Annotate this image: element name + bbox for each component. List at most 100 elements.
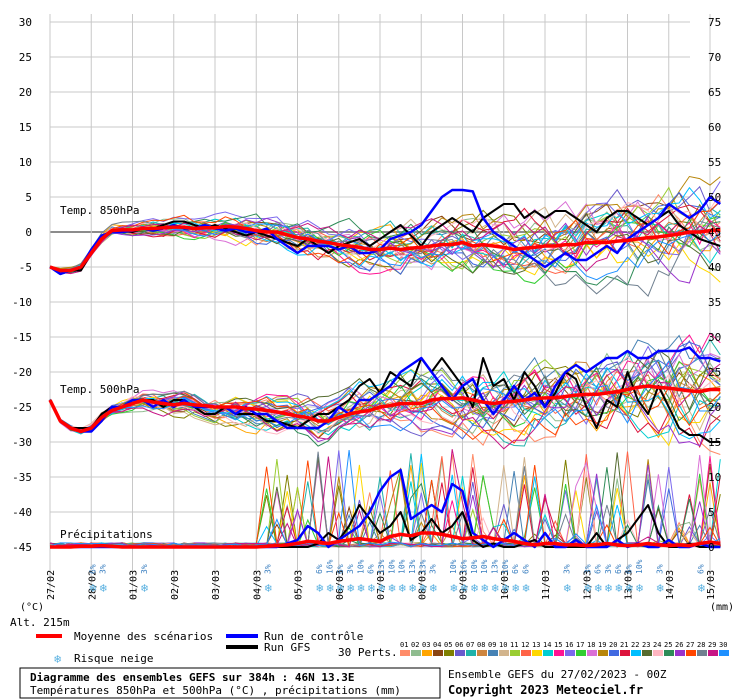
snowflake-icon: ❄: [522, 581, 529, 595]
legend-control-label: Run de contrôle: [264, 630, 363, 643]
left-tick-label: -45: [12, 541, 32, 554]
x-axis-ticks: 27/02 28/02 01/03 02/03 03/03 04/03 05/03 06/03…: [46, 570, 717, 600]
pert-color-swatch: [620, 650, 630, 656]
x-tick-label: 12/03: [582, 570, 593, 600]
right-tick-label: 50: [708, 191, 721, 204]
pert-color-swatch: [477, 650, 487, 656]
mean-line: [50, 531, 721, 549]
perturbation-line-500: [49, 360, 721, 432]
left-tick-label: -30: [12, 436, 32, 449]
pert-color-swatch: [543, 650, 553, 656]
pert-number: 08: [477, 641, 485, 649]
snowflake-icon: ❄: [491, 581, 498, 595]
x-tick-label: 06/03: [335, 570, 346, 600]
pert-number: 06: [455, 641, 463, 649]
pert-number: 09: [488, 641, 496, 649]
pert-color-swatch: [499, 650, 509, 656]
pert-color-swatch: [532, 650, 542, 656]
pert-color-swatch: [697, 650, 707, 656]
left-unit-label: (°C): [20, 602, 44, 613]
x-tick-label: 28/02: [87, 570, 98, 600]
pert-color-swatch: [466, 650, 476, 656]
snow-risk-value: 10%: [480, 559, 489, 574]
pert-number: 03: [422, 641, 430, 649]
snowflake-icon: ❄: [615, 581, 622, 595]
pert-color-swatch: [675, 650, 685, 656]
snow-risk-value: 6%: [511, 564, 520, 574]
x-tick-label: 07/03: [376, 570, 387, 600]
right-tick-label: 70: [708, 51, 721, 64]
pert-color-swatch: [686, 650, 696, 656]
pert-number: 20: [609, 641, 617, 649]
pert-color-swatch: [609, 650, 619, 656]
pert-number: 19: [598, 641, 606, 649]
legend: Moyenne des scénarios Run de contrôle Ru…: [36, 630, 729, 666]
snowflake-icon: ❄: [502, 581, 509, 595]
pert-number: 25: [664, 641, 672, 649]
x-tick-label: 03/03: [211, 570, 222, 600]
legend-perts-label: 30 Perts.: [338, 646, 398, 659]
right-tick-label: 20: [708, 401, 721, 414]
snow-risk-value: 6%: [614, 564, 623, 574]
snowflake-icon: ❄: [564, 581, 571, 595]
x-tick-label: 09/03: [459, 570, 470, 600]
snow-risk-value: 13%: [377, 559, 386, 574]
right-tick-label: 30: [708, 331, 721, 344]
pert-color-swatch: [444, 650, 454, 656]
pert-number: 24: [653, 641, 661, 649]
x-tick-label: 08/03: [417, 570, 428, 600]
pert-color-swatch: [719, 650, 729, 656]
run-info: Ensemble GEFS du 27/02/2023 - 00Z: [448, 668, 667, 681]
snowflake-icon: ❄: [337, 581, 344, 595]
snowflake-icon: ❄: [357, 581, 364, 595]
snowflake-icon: ❄: [100, 581, 107, 595]
perturbation-color-legend: 01 02 03 04 05 06 07 08 09 10 11 12 13 14 15 16 17 18 19 20…: [400, 641, 729, 656]
snow-risk-value: 6%: [315, 564, 324, 574]
gfs-line: [49, 203, 721, 275]
pert-number: 22: [631, 641, 639, 649]
pert-number: 18: [587, 641, 595, 649]
left-tick-label: 20: [19, 86, 32, 99]
snowflake-icon: ❄: [430, 581, 437, 595]
right-tick-label: 25: [708, 366, 721, 379]
x-tick-label: 13/03: [624, 570, 635, 600]
snowflake-icon: ❄: [141, 581, 148, 595]
snowflake-icon: ❄: [316, 581, 323, 595]
right-unit-label: (mm): [710, 602, 734, 613]
snow-risk-value: 6%: [367, 564, 376, 574]
mean-line: [49, 224, 721, 273]
left-tick-label: -5: [19, 261, 32, 274]
snow-risk-value: 3%: [655, 564, 664, 574]
snow-risk-value: 3%: [429, 564, 438, 574]
pert-color-swatch: [631, 650, 641, 656]
x-tick-label: 04/03: [252, 570, 263, 600]
pert-color-swatch: [565, 650, 575, 656]
snow-risk-value: 10%: [635, 559, 644, 574]
snow-risk-value: 3%: [583, 564, 592, 574]
pert-number: 12: [521, 641, 529, 649]
pert-color-swatch: [400, 650, 410, 656]
snowflake-icon: ❄: [54, 652, 61, 666]
control-line: [48, 346, 721, 433]
snow-risk-value: 13%: [418, 559, 427, 574]
perturbation-line-500: [49, 363, 721, 450]
snowflake-icon: ❄: [481, 581, 488, 595]
right-tick-label: 55: [708, 156, 721, 169]
pert-color-swatch: [411, 650, 421, 656]
snow-risk-value: 6%: [625, 564, 634, 574]
pert-number: 30: [719, 641, 727, 649]
snow-risk-value: 10%: [387, 559, 396, 574]
pert-color-swatch: [521, 650, 531, 656]
x-tick-label: 10/03: [500, 570, 511, 600]
pert-color-swatch: [576, 650, 586, 656]
pert-color-swatch: [653, 650, 663, 656]
main-run-lines: [48, 188, 722, 549]
snow-risk-value: 3%: [264, 564, 273, 574]
x-tick-label: 01/03: [129, 570, 140, 600]
snow-risk-value: 10%: [501, 559, 510, 574]
snowflake-icon: ❄: [388, 581, 395, 595]
right-tick-label: 45: [708, 226, 721, 239]
snow-risk-value: 3%: [604, 564, 613, 574]
snowflake-icon: ❄: [626, 581, 633, 595]
right-tick-label: 65: [708, 86, 721, 99]
